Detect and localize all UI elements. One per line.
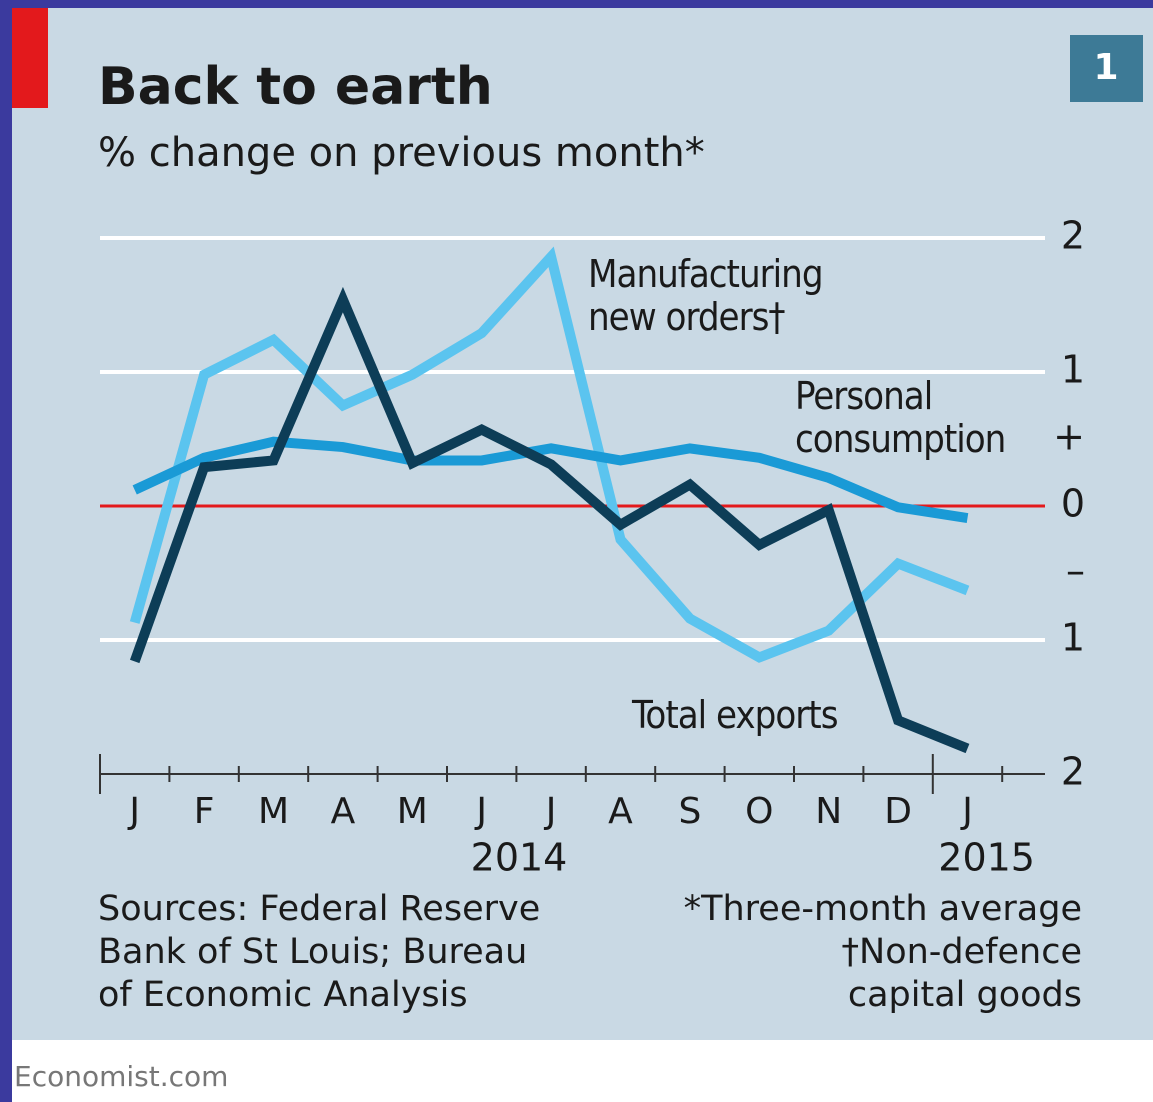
x-tick-label: O <box>745 791 773 832</box>
note-line: capital goods <box>848 975 1082 1015</box>
chart-subtitle: % change on previous month* <box>98 130 705 176</box>
y-sign-label: + <box>1053 415 1085 459</box>
year-label: 2015 <box>938 836 1035 880</box>
y-tick-label: 2 <box>1061 750 1085 794</box>
y-tick-label: 1 <box>1061 348 1085 392</box>
x-tick-label: F <box>194 791 215 832</box>
note-line: *Three-month average <box>684 889 1082 929</box>
x-tick-label: A <box>331 791 356 832</box>
x-tick-label: A <box>608 791 633 832</box>
x-tick-label: M <box>258 791 289 832</box>
source-line: Bank of St Louis; Bureau <box>98 932 527 972</box>
x-tick-label: J <box>960 791 973 832</box>
x-tick-label: S <box>678 791 701 832</box>
y-tick-label: 0 <box>1061 482 1085 526</box>
footer: Economist.com <box>14 1060 228 1093</box>
x-tick-label: D <box>884 791 912 832</box>
series-line <box>129 286 970 754</box>
y-sign-label: – <box>1066 549 1085 593</box>
red-tag <box>12 8 48 108</box>
source-line: of Economic Analysis <box>98 975 468 1015</box>
x-tick-label: J <box>127 791 140 832</box>
x-tick-label: N <box>815 791 842 832</box>
year-label: 2014 <box>471 836 568 880</box>
series-line <box>129 246 970 663</box>
series-line <box>132 436 969 524</box>
x-tick-label: M <box>397 791 428 832</box>
footer-band <box>12 1040 1153 1102</box>
y-tick-label: 2 <box>1061 214 1085 258</box>
panel <box>12 8 1153 1040</box>
x-tick-label: J <box>474 791 487 832</box>
y-tick-label: 1 <box>1061 616 1085 660</box>
series-label: Personal consumption <box>795 374 1006 461</box>
chart-title: Back to earth <box>98 57 493 117</box>
badge: 1 <box>1093 47 1118 88</box>
source-line: Sources: Federal Reserve <box>98 889 540 929</box>
x-tick-label: J <box>544 791 557 832</box>
badge-box <box>1070 35 1143 102</box>
series-label: Manufacturing new orders† <box>588 252 824 339</box>
series-label: Total exports <box>632 693 839 737</box>
note-line: †Non-defence <box>842 932 1082 972</box>
